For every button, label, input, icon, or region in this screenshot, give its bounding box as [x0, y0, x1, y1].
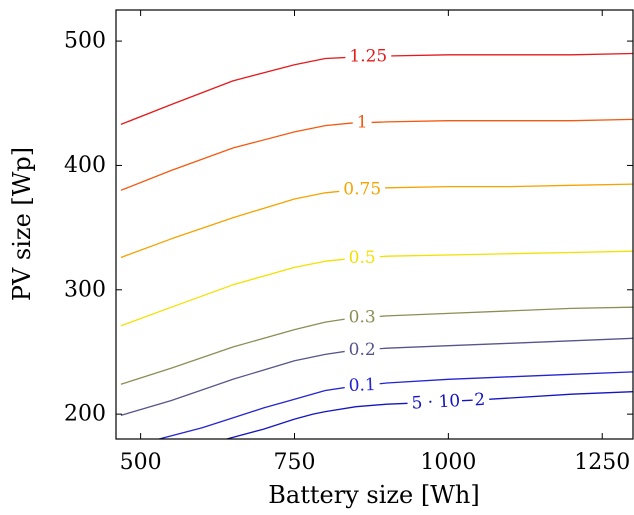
contour-label-1: 1: [352, 111, 372, 134]
x-tick-label: 1000: [420, 450, 476, 475]
contour-label-3: 0.5: [344, 246, 380, 269]
contour-label-text: 0.5: [349, 248, 376, 268]
y-tick-label: 500: [64, 29, 106, 54]
contour-label-text: 0.2: [349, 340, 376, 360]
contour-label-background: [344, 338, 380, 361]
contour-label-background: [344, 306, 380, 329]
y-axis-label: PV size [Wp]: [8, 147, 36, 301]
contour-label-background: [407, 388, 490, 415]
contour-label-text: 1: [357, 113, 368, 133]
contour-label-text: 0.3: [349, 308, 376, 328]
contour-label-background: [339, 178, 386, 201]
x-tick-label: 750: [273, 450, 315, 475]
x-axis-label: Battery size [Wh]: [268, 481, 479, 509]
tick-layer: 500 750 1000 1250 200 300 400 500: [64, 10, 633, 475]
contour-label-4: 0.3: [344, 306, 380, 329]
contour-label-text: 5 · 10−2: [411, 390, 486, 414]
contour-label-background: [352, 111, 372, 134]
contour-line-6: [158, 371, 633, 439]
contour-label-layer: 1.25 1 0.75 0.5 0.3 0.2 0.1 5 · 10−2: [339, 45, 490, 415]
y-tick-label: 200: [64, 402, 106, 427]
x-tick-label: 1250: [574, 450, 630, 475]
x-tick-label: 500: [120, 450, 162, 475]
contour-line-7: [226, 391, 633, 439]
contour-label-2: 0.75: [339, 178, 386, 201]
contour-label-7: 5 · 10−2: [407, 388, 490, 415]
contour-label-0: 1.25: [345, 45, 392, 68]
contour-label-5: 0.2: [344, 338, 380, 361]
contour-label-background: [344, 373, 381, 398]
plot-frame: [115, 9, 634, 440]
contour-line-1: [120, 118, 633, 191]
contour-label-text: 0.75: [343, 180, 381, 200]
contour-label-text: 1.25: [349, 47, 387, 67]
contour-label-background: [345, 45, 392, 68]
y-tick-label: 300: [64, 277, 106, 302]
contour-label-6: 0.1: [344, 373, 381, 398]
contour-label-background: [344, 246, 380, 269]
y-tick-label: 400: [64, 153, 106, 178]
contour-label-text: 0.1: [348, 375, 376, 396]
